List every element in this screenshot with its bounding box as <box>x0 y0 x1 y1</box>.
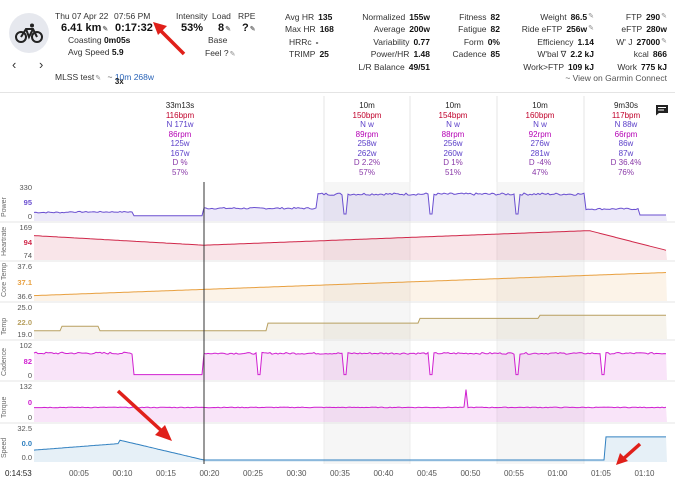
annotation-arrow-icon <box>153 22 186 56</box>
time-tick: 00:15 <box>155 469 177 478</box>
annotation-arrow-icon <box>116 389 172 441</box>
chart-area-0 <box>34 193 667 221</box>
coasting-stat: Coasting 0m05s <box>68 35 131 45</box>
chart-tick-label: 0 <box>27 212 32 221</box>
edit-pencil-icon[interactable]: ✎ <box>661 13 667 20</box>
chart-tick-label: 102 <box>19 341 32 350</box>
chart-tick-label: 82 <box>23 356 32 366</box>
bicycle-icon <box>15 23 43 43</box>
hr-stats: Avg HR 135 Max HR 168 HRRc - TRIMP 25 <box>285 12 334 60</box>
edit-pencil-icon[interactable]: ✎ <box>249 26 256 33</box>
chart-area-5 <box>34 389 667 422</box>
chart-tick-label: 37.6 <box>17 262 32 271</box>
chart-series-6 <box>33 436 666 461</box>
chart-tick-label: 94 <box>23 237 32 247</box>
edit-pencil-icon[interactable]: ✎ <box>588 13 594 20</box>
lap-summary-5[interactable]: 9m30s 117bpm N 88w 66rpm 86w 87w D 36.4% 76% <box>610 101 642 177</box>
time-axis: 0:14:53 00:05 00:10 00:15 00:20 00:25 00:30 00… <box>0 467 675 487</box>
chart-tick-label: 0 <box>27 413 32 422</box>
activity-charts[interactable]: Power 330 95 0 Heartrate 169 94 74 Core Temp 37.6… <box>0 182 675 482</box>
edit-pencil-icon[interactable]: ✎ <box>225 26 231 33</box>
base-label: Base <box>208 35 228 45</box>
weight-stats: Weight 86.5 ✎ Ride eFTP 256w ✎ Efficiency 1.1… <box>521 12 594 72</box>
lap-summary-2[interactable]: 10m 150bpm N w 89rpm 258w 262w D 2.2% 57% <box>352 101 382 177</box>
edit-pencil-icon[interactable]: ✎ <box>95 75 102 82</box>
annotation-arrow-icon <box>616 442 642 465</box>
chart-series-1 <box>33 230 667 251</box>
axis-start-time: 0:14:53 <box>5 469 32 478</box>
intensity-value: 53% <box>181 22 204 34</box>
chart-tick-label: 19.0 <box>17 330 32 339</box>
workout-description[interactable]: MLSS test✎ ~ 3x 10m 268w <box>55 72 155 86</box>
chart-tick-label: 330 <box>19 183 32 192</box>
lap-summary-4[interactable]: 10m 160bpm N w 92rpm 276w 281w D -4% 47% <box>525 101 555 177</box>
time-tick: 00:10 <box>112 469 133 478</box>
time-tick: 01:05 <box>590 469 612 478</box>
cycling-avatar <box>9 13 49 53</box>
chart-tick-label: 0.0 <box>21 453 32 462</box>
chart-tick-label: 95 <box>23 198 32 208</box>
distance-value[interactable]: 6.41 km✎ <box>61 22 109 34</box>
time-tick: 01:00 <box>547 469 568 478</box>
lap-summary: 33m13s 116bpm N 171w 86rpm 125w 167w D % 57% 10… <box>0 96 675 182</box>
power-stats: Normalized 155w Average 200w Variability 0.… <box>358 12 430 72</box>
chart-area-3 <box>34 315 667 339</box>
chart-area-6 <box>34 436 667 462</box>
edit-pencil-icon[interactable]: ✎ <box>588 25 594 33</box>
activity-header: ‹ › Thu 07 Apr 22 07:56 PM 6.41 km✎ 0:17… <box>0 0 675 93</box>
edit-pencil-icon[interactable]: ✎ <box>102 26 109 33</box>
chart-tick-label: 36.6 <box>17 292 32 301</box>
avg-speed-stat: Avg Speed 5.9 <box>68 47 124 57</box>
time-tick: 00:40 <box>373 469 394 478</box>
chart-series-5 <box>34 389 667 409</box>
time-tick: 01:10 <box>634 469 655 478</box>
lap-summary-3[interactable]: 10m 154bpm N w 88rpm 256w 260w D 1% 51% <box>438 101 468 177</box>
comment-icon[interactable] <box>655 104 669 116</box>
time-tick: 00:55 <box>503 469 525 478</box>
duration-value[interactable]: 0:17:32 <box>115 22 153 34</box>
chart-tick-label: 74 <box>23 251 32 260</box>
time-tick: 00:30 <box>286 469 307 478</box>
chart-tick-label: 32.5 <box>17 424 32 433</box>
chart-series-0 <box>33 192 666 217</box>
edit-pencil-icon[interactable]: ✎ <box>661 37 667 45</box>
chart-area-2 <box>34 272 667 301</box>
chart-tick-label: 25.0 <box>17 303 32 312</box>
chart-area-1 <box>34 230 667 260</box>
chart-series-2 <box>33 272 667 297</box>
prev-activity-icon[interactable]: ‹ <box>12 57 17 72</box>
load-label: Load <box>212 11 231 21</box>
chart-tick-label: 37.1 <box>17 277 32 287</box>
chart-tick-label: 0.0 <box>21 439 32 449</box>
time-tick: 00:05 <box>68 469 90 478</box>
load-value[interactable]: 8✎ <box>218 22 231 34</box>
intensity-label: Intensity <box>176 11 208 21</box>
lap-dividers <box>323 96 585 182</box>
time-tick: 00:45 <box>416 469 438 478</box>
time-tick: 00:50 <box>460 469 481 478</box>
next-activity-icon[interactable]: › <box>39 57 44 72</box>
chart-series-3 <box>34 314 666 332</box>
time-tick: 00:20 <box>199 469 220 478</box>
time-tick: 00:35 <box>329 469 351 478</box>
chart-tick-label: 0 <box>27 398 32 408</box>
garmin-connect-link[interactable]: ~ View on Garmin Connect <box>565 73 667 83</box>
time-tick: 00:25 <box>242 469 264 478</box>
edit-pencil-icon[interactable]: ✎ <box>229 51 236 58</box>
chart-tick-label: 132 <box>19 382 32 391</box>
chart-series-4 <box>33 351 667 376</box>
rpe-value[interactable]: ?✎ <box>242 22 256 34</box>
rpe-label: RPE <box>238 11 256 21</box>
feel-label[interactable]: Feel ?✎ <box>205 48 236 58</box>
fitness-stats: Fitness 82 Fatigue 82 Form 0% Cadence 85 <box>452 12 501 60</box>
chart-area-4 <box>34 352 667 380</box>
chart-tick-label: 169 <box>19 223 32 232</box>
activity-date: Thu 07 Apr 22 <box>55 11 109 21</box>
ftp-stats: FTP 290 ✎ eFTP 280w W' J 27000 ✎ kcal 866 Work… <box>616 12 667 72</box>
chart-tick-label: 0 <box>27 371 32 380</box>
chart-tick-label: 22.0 <box>17 317 32 327</box>
chart-canvas[interactable] <box>0 182 675 467</box>
activity-time: 07:56 PM <box>114 11 151 21</box>
lap-summary-1[interactable]: 33m13s 116bpm N 171w 86rpm 125w 167w D % 57% <box>165 101 195 177</box>
